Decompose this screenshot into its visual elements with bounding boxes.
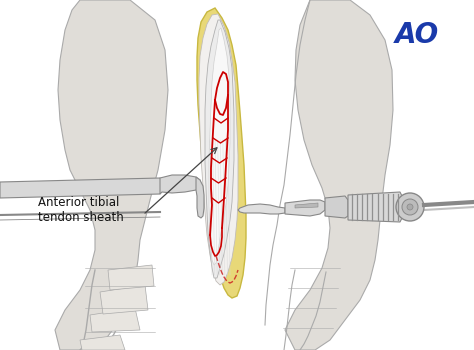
- Polygon shape: [295, 203, 318, 208]
- Circle shape: [407, 204, 413, 210]
- Polygon shape: [285, 200, 325, 216]
- Text: AO: AO: [395, 21, 439, 49]
- Polygon shape: [197, 8, 246, 298]
- Polygon shape: [238, 204, 285, 214]
- Polygon shape: [325, 196, 348, 218]
- Polygon shape: [90, 308, 140, 332]
- Polygon shape: [55, 0, 168, 350]
- Polygon shape: [348, 192, 402, 222]
- Circle shape: [402, 199, 418, 215]
- Polygon shape: [108, 265, 154, 290]
- Polygon shape: [0, 178, 162, 198]
- Polygon shape: [100, 285, 148, 314]
- Polygon shape: [199, 14, 238, 285]
- Text: Anterior tibial
tendon sheath: Anterior tibial tendon sheath: [38, 196, 124, 224]
- Polygon shape: [285, 0, 393, 350]
- Polygon shape: [80, 335, 125, 350]
- Polygon shape: [160, 175, 200, 194]
- Circle shape: [396, 193, 424, 221]
- Polygon shape: [209, 28, 230, 265]
- Polygon shape: [205, 20, 234, 278]
- Polygon shape: [196, 177, 204, 218]
